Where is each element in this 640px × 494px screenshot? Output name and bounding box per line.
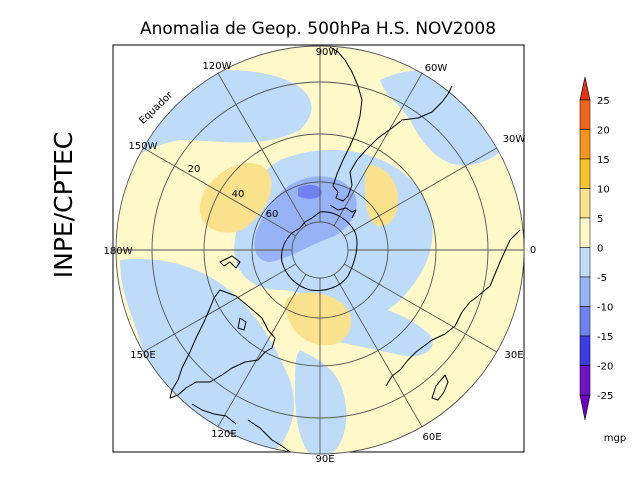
lon-label-0: 0 bbox=[530, 245, 536, 256]
coastlines bbox=[169, 46, 521, 453]
lon-label-30w: 30W bbox=[503, 134, 526, 145]
colorbar-tick-label: -10 bbox=[597, 303, 613, 314]
colorbar-tick-label: 15 bbox=[597, 155, 610, 166]
positive-anomaly-indian bbox=[285, 292, 352, 346]
colorbar-segment bbox=[579, 158, 591, 189]
colorbar-segment bbox=[579, 247, 591, 278]
colorbar-min-arrow bbox=[579, 394, 591, 421]
lat-label-40: 40 bbox=[232, 189, 245, 200]
colorbar bbox=[579, 76, 591, 421]
lon-label-30e: 30E bbox=[504, 350, 523, 361]
lat-label-20: 20 bbox=[188, 164, 201, 175]
negative-anomaly-indian-tongue bbox=[295, 350, 347, 454]
south-america-coast bbox=[329, 46, 453, 202]
colorbar-segment bbox=[579, 217, 591, 248]
lon-label-150w: 150W bbox=[129, 141, 158, 152]
colorbar-tick-label: 20 bbox=[597, 126, 610, 137]
colorbar-tick-label: -25 bbox=[597, 391, 613, 402]
meridian-lines bbox=[116, 46, 524, 454]
colorbar-segment bbox=[579, 129, 591, 160]
australia-coast bbox=[169, 289, 276, 399]
colorbar-segment bbox=[579, 365, 591, 396]
colorbar-tick-label: 10 bbox=[597, 185, 610, 196]
latitude-labels: 20 40 60 bbox=[188, 164, 279, 220]
longitude-labels: 90W 60W 30W 0 30E 60E 90E 120E 150E 180W… bbox=[104, 47, 537, 465]
positive-anomaly-pacific bbox=[199, 163, 272, 233]
colorbar-tick-label: -5 bbox=[597, 273, 607, 284]
antarctica-coast bbox=[281, 211, 358, 291]
colorbar-tick-label: -20 bbox=[597, 362, 613, 373]
madagascar-coast bbox=[431, 374, 449, 401]
colorbar-segment bbox=[579, 276, 591, 307]
indonesia-coast bbox=[191, 403, 237, 425]
lon-label-60e: 60E bbox=[422, 432, 441, 443]
lon-label-120e: 120E bbox=[211, 429, 236, 440]
map-title: Anomalia de Geop. 500hPa H.S. NOV2008 bbox=[140, 19, 496, 39]
colorbar-tick-label: 5 bbox=[597, 214, 603, 225]
colorbar-max-arrow bbox=[579, 76, 591, 101]
southeast-asia-coast bbox=[247, 419, 291, 453]
colorbar-segment bbox=[579, 335, 591, 366]
colorbar-segment bbox=[579, 188, 591, 219]
colorbar-segment bbox=[579, 306, 591, 337]
colorbar-tick-label: -15 bbox=[597, 332, 613, 343]
colorbar-segment bbox=[579, 99, 591, 130]
lon-label-90w: 90W bbox=[316, 47, 339, 58]
lon-label-120w: 120W bbox=[203, 61, 232, 72]
colorbar-unit: mgp bbox=[604, 433, 626, 444]
colorbar-tick-label: 25 bbox=[597, 96, 610, 107]
new-zealand-coast bbox=[219, 255, 241, 269]
negative-anomaly-core bbox=[254, 176, 357, 262]
africa-coast bbox=[385, 229, 521, 387]
positive-anomaly-atlantic bbox=[365, 165, 398, 227]
lon-label-90e: 90E bbox=[315, 454, 334, 465]
lat-label-60: 60 bbox=[266, 209, 279, 220]
tasmania-coast bbox=[237, 317, 247, 331]
lon-label-150e: 150E bbox=[130, 350, 155, 361]
lon-label-60w: 60W bbox=[425, 63, 448, 74]
lon-label-180w: 180W bbox=[104, 246, 133, 257]
colorbar-tick-label: 0 bbox=[597, 244, 603, 255]
colorbar-tick-labels: 25 20 15 10 5 0 -5 -10 -15 -20 -25 bbox=[597, 96, 613, 402]
negative-anomaly-center bbox=[298, 184, 322, 199]
institution-label: INPE/CPTEC bbox=[49, 132, 78, 278]
antarctic-peninsula-coast bbox=[329, 204, 357, 219]
